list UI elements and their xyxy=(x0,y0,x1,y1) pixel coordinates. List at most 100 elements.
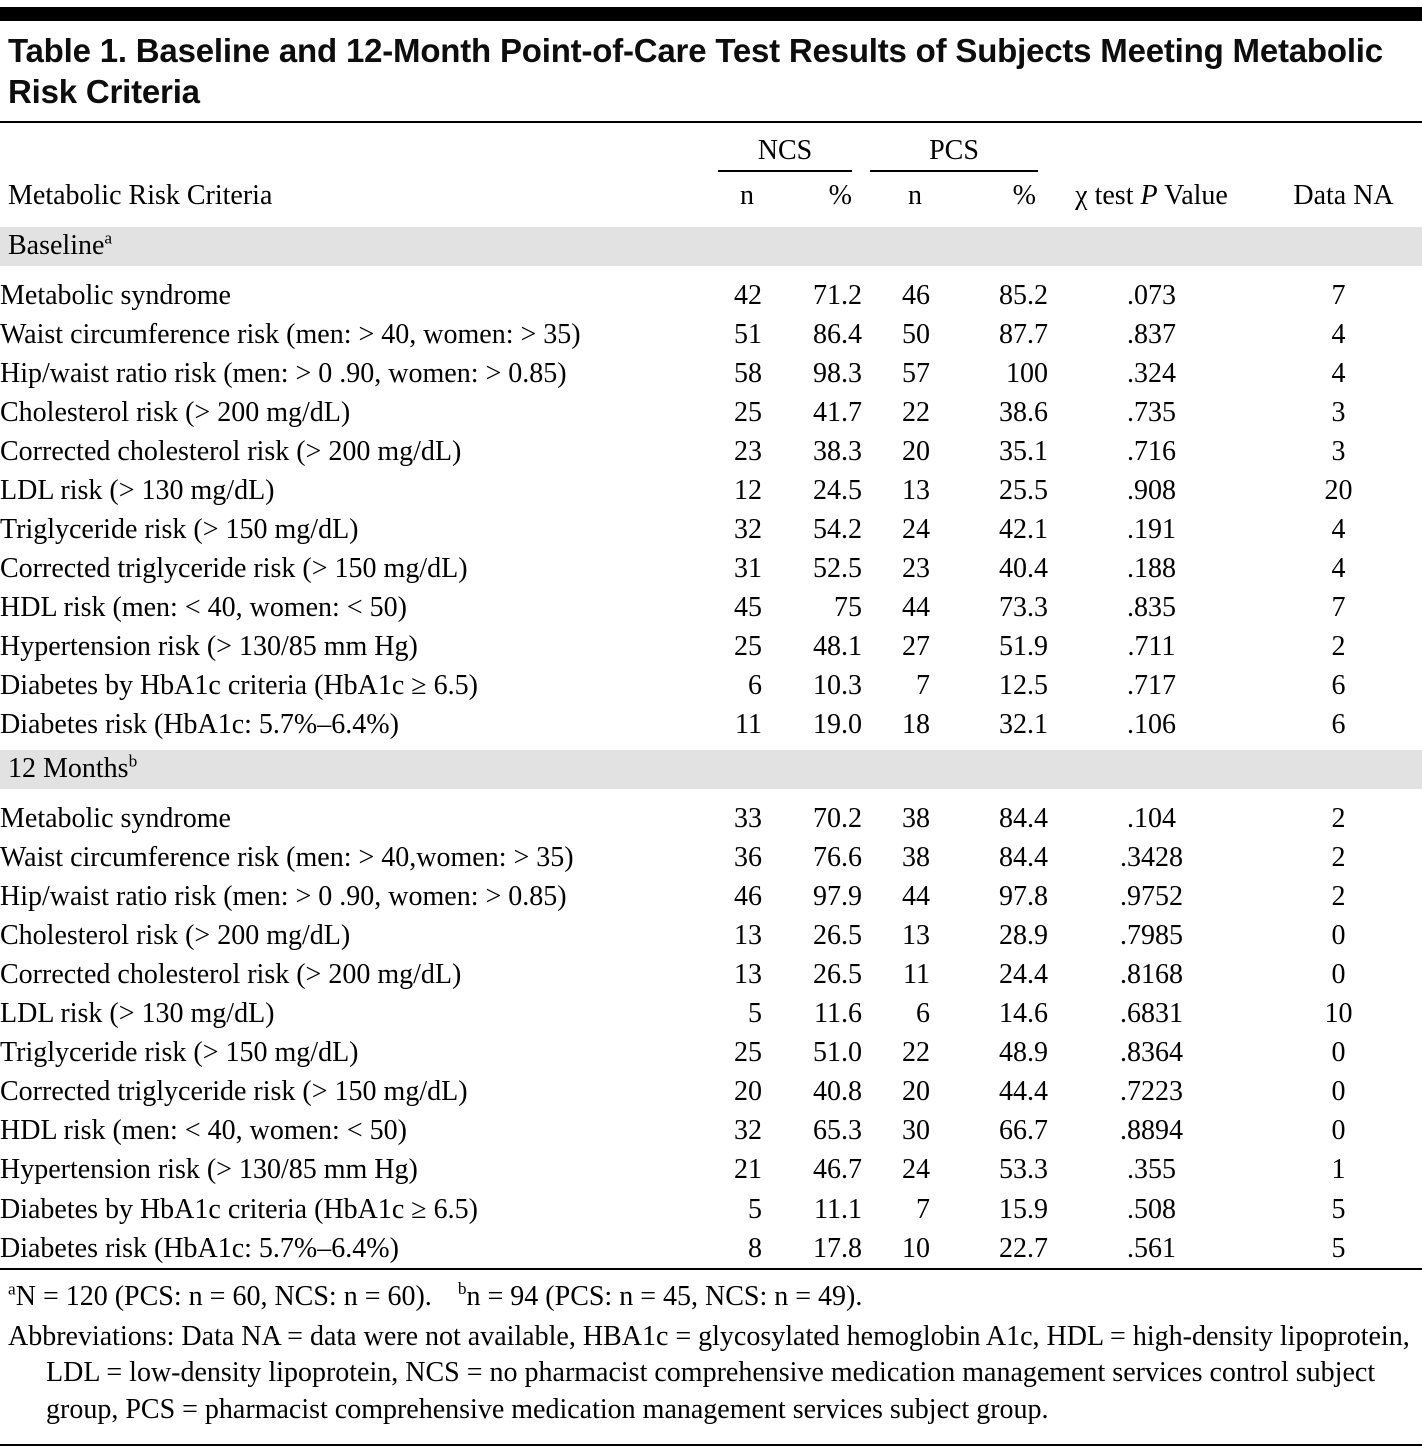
ncs-n-cell: 13 xyxy=(734,959,762,991)
criteria-cell: LDL risk (> 130 mg/dL) xyxy=(0,998,275,1030)
table-body: Baselinea Metabolic syndrome 42 71.2 46 … xyxy=(0,220,1422,1269)
pcs-pct-cell: 73.3 xyxy=(999,592,1048,624)
data-na-cell: 2 xyxy=(1331,631,1346,663)
group-header-spacer xyxy=(1048,123,1255,172)
p-value-cell: .735 xyxy=(1127,396,1176,428)
table-row: Corrected triglyceride risk (> 150 mg/dL… xyxy=(0,549,1422,588)
ncs-n-cell: 33 xyxy=(734,803,762,835)
pcs-n-cell: 50 xyxy=(902,318,930,350)
table-row: Cholesterol risk (> 200 mg/dL) 13 26.5 1… xyxy=(0,916,1422,955)
ncs-pct-cell: 51.0 xyxy=(813,1037,862,1069)
pcs-n-cell: 6 xyxy=(916,998,930,1030)
pcs-n-cell: 7 xyxy=(916,1193,930,1225)
pcs-pct-cell: 42.1 xyxy=(999,514,1048,545)
table-row: Hypertension risk (> 130/85 mm Hg) 21 46… xyxy=(0,1150,1422,1189)
section-header-row: 12 Monthsb xyxy=(0,744,1422,790)
ncs-n-cell: 25 xyxy=(734,1037,762,1069)
abbreviations-footnote: Abbreviations: Data NA = data were not a… xyxy=(8,1320,1410,1425)
ncs-pct-cell: 71.2 xyxy=(813,279,862,311)
table-row: Corrected cholesterol risk (> 200 mg/dL)… xyxy=(0,955,1422,994)
table-row: Metabolic syndrome 42 71.2 46 85.2 .073 … xyxy=(0,266,1422,315)
group-header-spacer xyxy=(1255,123,1422,172)
p-value-cell: .106 xyxy=(1127,709,1176,741)
data-na-cell: 0 xyxy=(1331,1115,1346,1147)
table-row: Diabetes risk (HbA1c: 5.7%–6.4%) 8 17.8 … xyxy=(0,1229,1422,1269)
criteria-cell: Triglyceride risk (> 150 mg/dL) xyxy=(0,514,359,545)
section-header-row: Baselinea xyxy=(0,220,1422,266)
data-na-cell: 0 xyxy=(1331,920,1346,952)
table-row: Diabetes by HbA1c criteria (HbA1c ≥ 6.5)… xyxy=(0,666,1422,705)
data-na-cell: 7 xyxy=(1331,592,1346,624)
data-na-cell: 0 xyxy=(1331,1037,1346,1069)
ncs-pct-cell: 17.8 xyxy=(813,1232,862,1264)
top-rule xyxy=(0,7,1422,21)
table-row: Triglyceride risk (> 150 mg/dL) 25 51.0 … xyxy=(0,1033,1422,1072)
section-header-cell: 12 Monthsb xyxy=(0,744,1422,790)
pcs-pct-cell: 15.9 xyxy=(999,1193,1048,1225)
pcs-n-cell: 20 xyxy=(902,435,930,467)
criteria-cell: Cholesterol risk (> 200 mg/dL) xyxy=(0,920,351,952)
table-row: Waist circumference risk (men: > 40,wome… xyxy=(0,838,1422,877)
pcs-n-cell: 38 xyxy=(902,842,930,874)
p-value-cell: .355 xyxy=(1127,1154,1176,1186)
ncs-n-cell: 42 xyxy=(734,279,762,311)
p-value-cell: .716 xyxy=(1127,435,1176,467)
pcs-n-cell: 20 xyxy=(902,1076,930,1108)
criteria-column-header: Metabolic Risk Criteria xyxy=(0,171,710,225)
p-value-cell: .8168 xyxy=(1120,959,1183,991)
ncs-pct-cell: 38.3 xyxy=(813,435,862,467)
p-value-cell: .908 xyxy=(1127,474,1176,506)
ncs-pct-cell: 26.5 xyxy=(813,959,862,991)
pcs-pct-cell: 97.8 xyxy=(999,881,1048,913)
paper-table-figure: Table 1. Baseline and 12-Month Point-of-… xyxy=(0,7,1422,1446)
pcs-n-cell: 30 xyxy=(902,1115,930,1147)
ncs-pct-cell: 52.5 xyxy=(813,553,862,585)
pcs-pct-cell: 51.9 xyxy=(999,631,1048,663)
data-na-cell: 4 xyxy=(1331,318,1346,350)
table-row: Hip/waist ratio risk (men: > 0 .90, wome… xyxy=(0,354,1422,393)
ncs-pct-cell: 65.3 xyxy=(813,1115,862,1147)
criteria-cell: Corrected cholesterol risk (> 200 mg/dL) xyxy=(0,435,462,467)
table-row: Hip/waist ratio risk (men: > 0 .90, wome… xyxy=(0,877,1422,916)
ncs-pct-cell: 75 xyxy=(834,592,862,624)
ncs-n-cell: 20 xyxy=(734,1076,762,1108)
footnote-a-text: N = 120 (PCS: n = 60, NCS: n = 60). xyxy=(15,1280,432,1312)
pcs-pct-cell: 12.5 xyxy=(999,670,1048,702)
table-row: Corrected cholesterol risk (> 200 mg/dL)… xyxy=(0,432,1422,471)
pcs-pct-column-header: % xyxy=(930,171,1048,225)
pcs-pct-cell: 32.1 xyxy=(999,709,1048,741)
p-value-cell: .837 xyxy=(1127,318,1176,350)
pcs-group-header: PCS xyxy=(862,123,1048,172)
ncs-n-cell: 25 xyxy=(734,396,762,428)
ncs-n-cell: 45 xyxy=(734,592,762,624)
data-na-cell: 6 xyxy=(1331,670,1346,702)
ncs-n-cell: 32 xyxy=(734,514,762,545)
footnote-b-text: n = 94 (PCS: n = 45, NCS: n = 49). xyxy=(466,1280,863,1312)
pcs-n-column-header: n xyxy=(862,171,930,225)
data-na-cell: 2 xyxy=(1331,881,1346,913)
footnote-b-marker: b xyxy=(457,1279,467,1299)
ncs-n-cell: 46 xyxy=(734,881,762,913)
pcs-pct-cell: 25.5 xyxy=(999,474,1048,506)
p-symbol: P xyxy=(1140,179,1158,211)
ncs-pct-cell: 11.1 xyxy=(814,1193,862,1225)
ncs-pct-cell: 10.3 xyxy=(813,670,862,702)
ncs-pct-cell: 40.8 xyxy=(813,1076,862,1108)
pcs-n-cell: 46 xyxy=(902,279,930,311)
p-value-cell: .835 xyxy=(1127,592,1176,624)
pcs-pct-cell: 48.9 xyxy=(999,1037,1048,1069)
pcs-pct-cell: 40.4 xyxy=(999,553,1048,585)
ncs-n-cell: 6 xyxy=(748,670,762,702)
ncs-pct-cell: 54.2 xyxy=(813,514,862,545)
criteria-cell: Diabetes risk (HbA1c: 5.7%–6.4%) xyxy=(0,709,399,741)
pcs-pct-cell: 14.6 xyxy=(999,998,1048,1030)
data-na-cell: 0 xyxy=(1331,1076,1346,1108)
ncs-group-header: NCS xyxy=(710,123,862,172)
ncs-n-cell: 23 xyxy=(734,435,762,467)
ncs-pct-column-header: % xyxy=(762,171,862,225)
criteria-cell: Hip/waist ratio risk (men: > 0 .90, wome… xyxy=(0,357,567,389)
table-row: Hypertension risk (> 130/85 mm Hg) 25 48… xyxy=(0,627,1422,666)
pcs-pct-cell: 84.4 xyxy=(999,842,1048,874)
p-value-cell: .3428 xyxy=(1120,842,1183,874)
p-value-cell: .711 xyxy=(1127,631,1176,663)
